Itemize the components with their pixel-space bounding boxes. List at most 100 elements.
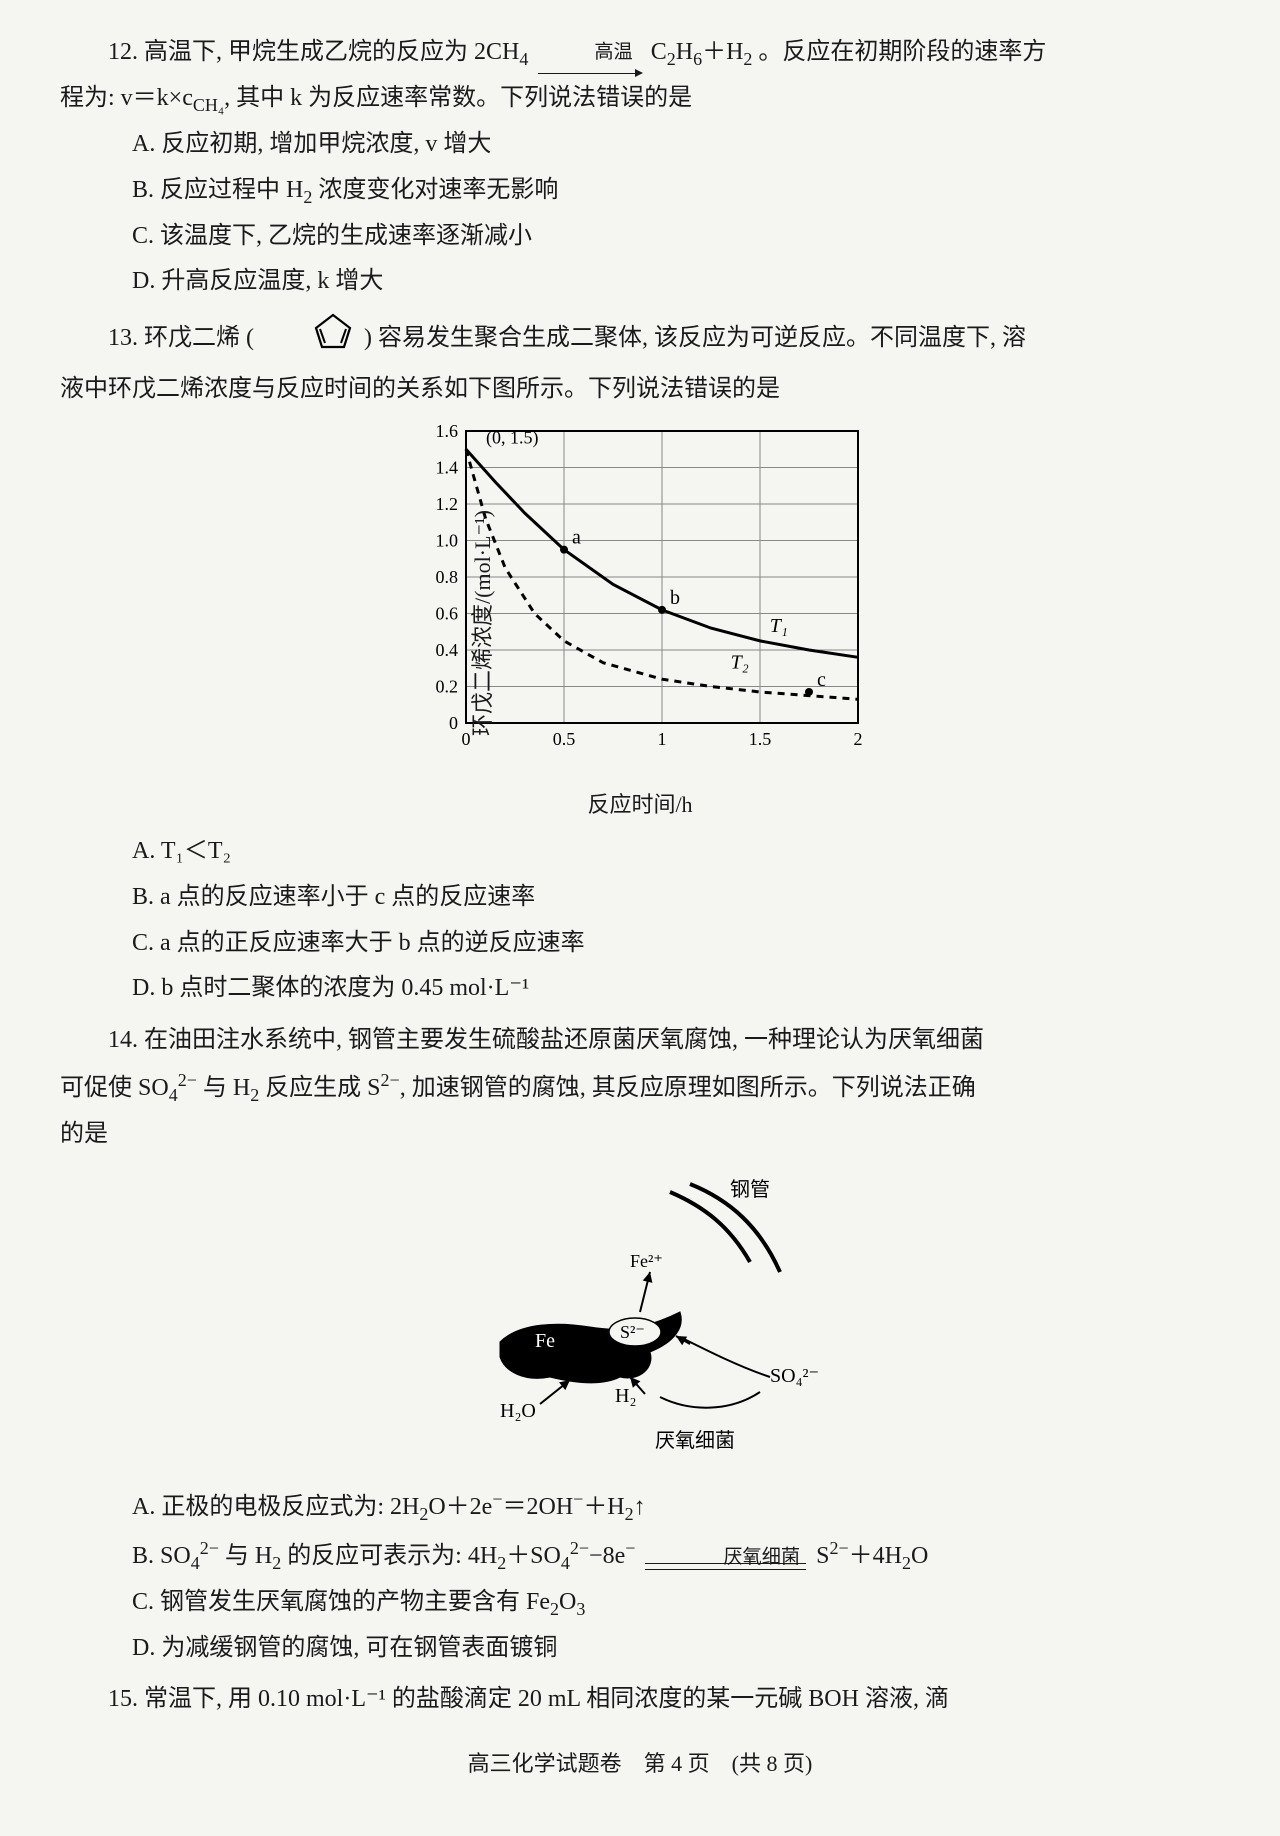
svg-text:0.6: 0.6 xyxy=(436,603,459,623)
q13-t2: ) 容易发生聚合生成二聚体, 该反应为可逆反应。不同温度下, 溶 xyxy=(364,325,1026,351)
q14a-s1: 2 xyxy=(419,1504,428,1524)
q14a-1: A. 正极的电极反应式为: 2H xyxy=(132,1494,419,1520)
q14-option-a: A. 正极的电极反应式为: 2H2O＋2e−＝2OH−＋H2↑ xyxy=(60,1482,1220,1531)
q14-l2c: 反应生成 S xyxy=(259,1075,380,1101)
svg-text:SO₄²⁻: SO₄²⁻ xyxy=(770,1365,819,1387)
q12-option-c: C. 该温度下, 乙烷的生成速率逐渐减小 xyxy=(60,214,1220,260)
q14-l2b: 与 H xyxy=(197,1075,250,1101)
q13-t1: 13. 环戊二烯 ( xyxy=(108,325,254,351)
q14-so4sup: 2− xyxy=(178,1070,197,1090)
q12-stem-line2: 程为: v＝k×cCH₄, 其中 k 为反应速率常数。下列说法错误的是 xyxy=(60,76,1220,122)
q14a-p1: − xyxy=(492,1489,502,1509)
q13-option-c: C. a 点的正反应速率大于 b 点的逆反应速率 xyxy=(60,921,1220,967)
cyclopentadiene-icon xyxy=(264,311,354,368)
q12-option-a: A. 反应初期, 增加甲烷浓度, v 增大 xyxy=(60,122,1220,168)
svg-text:S²⁻: S²⁻ xyxy=(620,1322,645,1342)
svg-text:0.4: 0.4 xyxy=(436,640,459,660)
q12-h: H xyxy=(676,39,693,65)
svg-text:H₂O: H₂O xyxy=(500,1400,536,1422)
q12-ob-s: 2 xyxy=(303,186,312,206)
q12-t3: 。反应在初期阶段的速率方 xyxy=(752,39,1046,65)
svg-text:T₁: T₁ xyxy=(770,615,788,637)
q12-t2: C xyxy=(651,39,667,65)
svg-text:b: b xyxy=(670,587,680,609)
svg-text:Fe: Fe xyxy=(535,1330,555,1352)
svg-text:0.5: 0.5 xyxy=(553,729,576,749)
q14-option-b: B. SO42− 与 H2 的反应可表示为: 4H2＋SO42−−8e− 厌氧细… xyxy=(60,1531,1220,1580)
q12-stem-line1: 12. 高温下, 甲烷生成乙烷的反应为 2CH4 高温 C2H6＋H2 。反应在… xyxy=(60,30,1220,76)
q12-l2a: 程为: v＝k×c xyxy=(60,85,193,111)
svg-text:2: 2 xyxy=(854,729,863,749)
svg-text:Fe²⁺: Fe²⁺ xyxy=(630,1251,663,1271)
q12-l2b: , 其中 k 为反应速率常数。下列说法错误的是 xyxy=(224,85,692,111)
svg-text:(0, 1.5): (0, 1.5) xyxy=(486,427,539,448)
q14b-2: 与 H xyxy=(219,1543,272,1569)
equilibrium-arrow-icon: 厌氧细菌 xyxy=(645,1547,806,1568)
q14a-2: O＋2e xyxy=(428,1494,492,1520)
q14c-s2: 3 xyxy=(576,1599,585,1619)
q14a-4: ＋H xyxy=(583,1494,624,1520)
question-12: 12. 高温下, 甲烷生成乙烷的反应为 2CH4 高温 C2H6＋H2 。反应在… xyxy=(60,30,1220,305)
q14b-s2: 2 xyxy=(272,1553,281,1573)
svg-text:T₂: T₂ xyxy=(731,651,749,673)
q12-ob-a: B. 反应过程中 H xyxy=(132,177,303,203)
q14b-5: −8e xyxy=(589,1543,625,1569)
q14c-s1: 2 xyxy=(550,1599,559,1619)
svg-text:H₂: H₂ xyxy=(615,1385,636,1407)
q14a-3: ＝2OH xyxy=(502,1494,573,1520)
q14b-s1: 4 xyxy=(191,1553,200,1573)
q14b-6: S xyxy=(816,1543,829,1569)
q14-l2d: , 加速钢管的腐蚀, 其反应原理如图所示。下列说法正确 xyxy=(400,1075,976,1101)
q14a-s2: 2 xyxy=(625,1504,634,1524)
question-15: 15. 常温下, 用 0.10 mol·L⁻¹ 的盐酸滴定 20 mL 相同浓度… xyxy=(60,1677,1220,1723)
q14-option-d: D. 为减缓钢管的腐蚀, 可在钢管表面镀铜 xyxy=(60,1626,1220,1672)
reaction-arrow-icon: 高温 xyxy=(538,35,640,71)
q14b-8: O xyxy=(911,1543,928,1569)
q14c-1: C. 钢管发生厌氧腐蚀的产物主要含有 Fe xyxy=(132,1589,550,1615)
q14a-p2: − xyxy=(573,1489,583,1509)
q14c-2: O xyxy=(559,1589,576,1615)
q13-option-a: A. T₁＜T₂ xyxy=(60,829,1220,875)
q13-chart: 环戊二烯浓度/(mol·L⁻¹) 00.20.40.60.81.01.21.41… xyxy=(60,421,1220,825)
svg-text:0.2: 0.2 xyxy=(436,676,459,696)
q13-stem-line1: 13. 环戊二烯 ( ) 容易发生聚合生成二聚体, 该反应为可逆反应。不同温度下… xyxy=(60,311,1220,368)
chart-ylabel: 环戊二烯浓度/(mol·L⁻¹) xyxy=(462,510,504,736)
svg-text:1.5: 1.5 xyxy=(749,729,772,749)
q13-option-d: D. b 点时二聚体的浓度为 0.45 mol·L⁻¹ xyxy=(60,966,1220,1012)
svg-text:1.2: 1.2 xyxy=(436,494,459,514)
q14-stem-line2: 可促使 SO42− 与 H2 反应生成 S2−, 加速钢管的腐蚀, 其反应原理如… xyxy=(60,1063,1220,1112)
svg-text:1.4: 1.4 xyxy=(436,457,459,477)
q12-c2: 2 xyxy=(667,49,676,69)
q14-stem-line1: 14. 在油田注水系统中, 钢管主要发生硫酸盐还原菌厌氧腐蚀, 一种理论认为厌氧… xyxy=(60,1018,1220,1064)
q12-l2sub: CH₄ xyxy=(193,95,224,115)
q12-option-b: B. 反应过程中 H2 浓度变化对速率无影响 xyxy=(60,168,1220,214)
question-14: 14. 在油田注水系统中, 钢管主要发生硫酸盐还原菌厌氧腐蚀, 一种理论认为厌氧… xyxy=(60,1018,1220,1672)
q14b-p1: 2− xyxy=(200,1538,219,1558)
q14-stem-line3: 的是 xyxy=(60,1112,1220,1158)
q15-stem: 15. 常温下, 用 0.10 mol·L⁻¹ 的盐酸滴定 20 mL 相同浓度… xyxy=(60,1677,1220,1723)
q14b-p2: 2− xyxy=(570,1538,589,1558)
q14b-3: 的反应可表示为: 4H xyxy=(281,1543,497,1569)
q13-option-b: B. a 点的反应速率小于 c 点的反应速率 xyxy=(60,875,1220,921)
svg-text:1.6: 1.6 xyxy=(436,421,459,441)
q14b-p4: 2− xyxy=(829,1538,848,1558)
q14-h2: 2 xyxy=(250,1085,259,1105)
svg-text:厌氧细菌: 厌氧细菌 xyxy=(655,1429,735,1452)
q14a-5: ↑ xyxy=(634,1494,646,1520)
svg-text:a: a xyxy=(572,527,581,549)
q14b-1: B. SO xyxy=(132,1543,191,1569)
page-footer: 高三化学试题卷 第 4 页 (共 8 页) xyxy=(60,1743,1220,1785)
q12-ob-b: 浓度变化对速率无影响 xyxy=(312,177,558,203)
q12-ch4sub: 4 xyxy=(519,49,528,69)
q12-option-d: D. 升高反应温度, k 增大 xyxy=(60,259,1220,305)
arrow-label: 高温 xyxy=(594,42,632,63)
q14b-arrow-label: 厌氧细菌 xyxy=(651,1547,800,1568)
q14b-4: ＋SO xyxy=(506,1543,561,1569)
q14-so4sub: 4 xyxy=(169,1085,178,1105)
q14b-s5: 2 xyxy=(902,1553,911,1573)
q12-plus: ＋H xyxy=(702,39,743,65)
q14-l2a: 可促使 SO xyxy=(60,1075,169,1101)
q14-diagram: 钢管S²⁻FeFe²⁺H₂OH₂SO₄²⁻厌氧细菌 xyxy=(60,1172,1220,1472)
q14-option-c: C. 钢管发生厌氧腐蚀的产物主要含有 Fe2O3 xyxy=(60,1580,1220,1626)
q12-c6: 6 xyxy=(693,49,702,69)
